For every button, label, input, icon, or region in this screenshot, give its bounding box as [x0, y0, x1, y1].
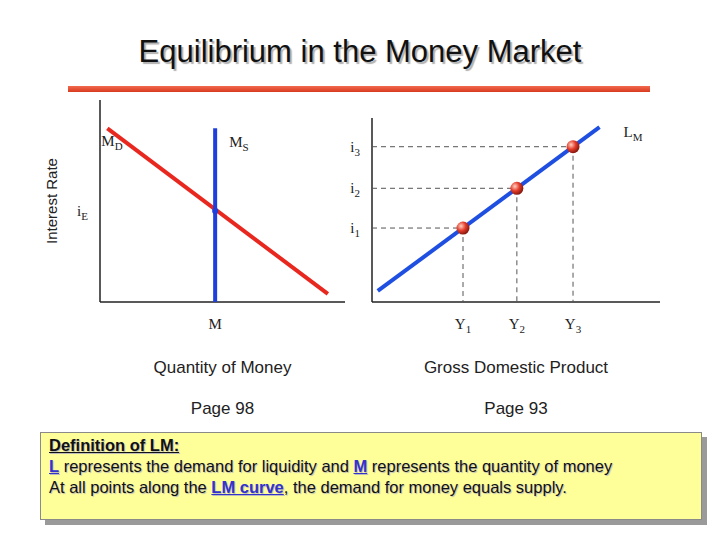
- guide-line: [573, 147, 574, 302]
- series-label: MD: [101, 133, 122, 152]
- definition-text: represents the demand for liquidity and: [59, 457, 353, 475]
- point: [457, 222, 470, 235]
- definition-line: L represents the demand for liquidity an…: [49, 456, 701, 477]
- page-note: Page 93: [484, 399, 547, 418]
- series-label: MS: [229, 134, 248, 153]
- definition-text: , the demand for money equals supply.: [284, 478, 567, 496]
- y-point-label: i2: [350, 180, 360, 199]
- labels: LM Y1 i1 Y2 i2 Y3 i3: [350, 124, 642, 335]
- labels: MD MS MiE: [77, 133, 249, 332]
- plot-area: [107, 128, 328, 302]
- plot-area: [372, 127, 600, 302]
- y-point-label: i3: [350, 139, 360, 158]
- point: [567, 140, 580, 153]
- guide-line: [372, 188, 517, 189]
- curve: [213, 128, 217, 302]
- definition-text: represents the quantity of money: [367, 457, 612, 475]
- curve: [378, 127, 600, 291]
- x-axis-label: Gross Domestic Product: [424, 358, 608, 377]
- definition-box: Definition of LM: L represents the demand…: [40, 432, 702, 520]
- x-point-label: Y3: [565, 316, 582, 335]
- x-axis-label: Quantity of Money: [154, 358, 292, 377]
- y-point-label: iE: [77, 203, 88, 222]
- series-label: LM: [624, 124, 643, 143]
- x-point-label: Y2: [509, 316, 525, 335]
- curve: [107, 128, 328, 294]
- chart: Quantity of MoneyInterest RatePage 98MDM…: [43, 100, 345, 418]
- page-note: Page 98: [191, 399, 254, 418]
- definition-term: M: [354, 457, 368, 475]
- x-point-label: M: [208, 316, 221, 332]
- y-axis: [371, 118, 373, 302]
- y-axis-label: Interest Rate: [43, 158, 60, 244]
- definition-term: L: [49, 457, 59, 475]
- title: Equilibrium in the Money Market: [0, 34, 720, 70]
- y-point-label: i1: [350, 220, 360, 239]
- point: [212, 208, 218, 214]
- guide-line: [372, 146, 573, 147]
- guide-line: [463, 228, 464, 302]
- x-axis: [100, 301, 345, 303]
- x-axis: [372, 301, 660, 303]
- definition-line: Definition of LM:: [49, 435, 701, 456]
- definition-text: At all points along the: [49, 478, 211, 496]
- y-axis: [99, 100, 101, 302]
- x-point-label: Y1: [455, 316, 471, 335]
- definition-line: At all points along the LM curve, the de…: [49, 477, 701, 498]
- definition-term: LM curve: [211, 478, 283, 496]
- guide-line: [372, 228, 463, 229]
- title-rule: [68, 86, 650, 92]
- guide-line: [516, 188, 517, 302]
- definition-heading: Definition of LM:: [49, 436, 179, 454]
- chart: Gross Domestic Product Page 93 LM Y1 i1 Y2 i2 Y…: [350, 118, 660, 418]
- slide: Equilibrium in the Money Market Quantity…: [0, 0, 720, 540]
- point: [510, 182, 523, 195]
